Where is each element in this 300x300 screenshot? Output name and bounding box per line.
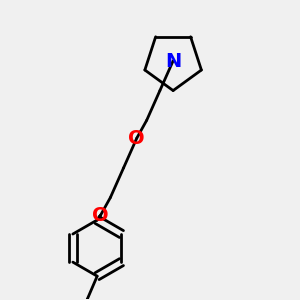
Text: O: O [128, 129, 145, 148]
Text: O: O [92, 206, 109, 225]
Text: N: N [165, 52, 182, 71]
